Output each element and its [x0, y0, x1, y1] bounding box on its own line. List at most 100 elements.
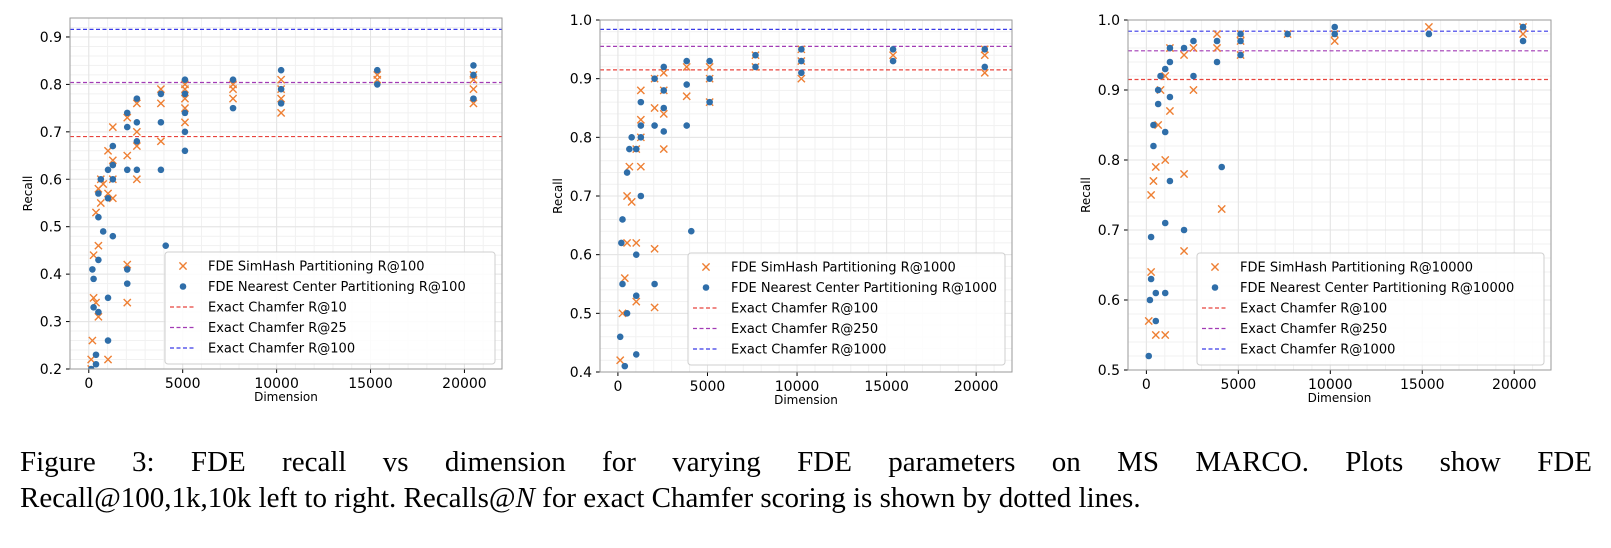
chart-panel-3: 0 5000 10000 15000 20000 0.5 0.6 0.7 0.8 0.9 1.0 Di… [1079, 13, 1552, 405]
nearest-center-point [706, 75, 713, 82]
simhash-point [108, 194, 117, 203]
data-points [1144, 22, 1528, 360]
simhash-point [88, 336, 97, 345]
simhash-point [1212, 29, 1222, 39]
simhash-point [94, 312, 103, 321]
nearest-center-point [1154, 86, 1162, 94]
simhash-point [616, 356, 625, 365]
nearest-center-point [123, 109, 131, 117]
simhash-point [659, 68, 668, 77]
nearest-center-series [87, 62, 477, 369]
nearest-center-point [1190, 37, 1197, 45]
nearest-center-point [660, 128, 668, 135]
nearest-center-point [181, 76, 189, 83]
nearest-center-point [632, 251, 640, 258]
simhash-point [650, 244, 659, 253]
simhash-point [1212, 43, 1222, 53]
nearest-center-point [123, 166, 131, 174]
simhash-point [980, 51, 989, 60]
legend-label: Exact Chamfer R@25 [208, 321, 347, 336]
simhash-point [123, 151, 132, 160]
simhash-point [277, 108, 286, 117]
legend: FDE SimHash Partitioning R@100 FDE Neares… [164, 251, 496, 365]
y-tick-label: 1.0 [1098, 13, 1120, 29]
nearest-center-point [1161, 219, 1169, 227]
y-axis-label: Recall [21, 176, 35, 212]
x-tick-label: 10000 [254, 376, 299, 392]
figure-caption: Figure 3: FDE recall vs dimension for va… [20, 444, 1592, 516]
nearest-center-series [1145, 23, 1527, 360]
simhash-point [180, 104, 190, 113]
nearest-center-point [621, 362, 629, 370]
nearest-center-point [683, 81, 690, 88]
y-tick-label: 0.7 [40, 125, 62, 141]
legend-x-marker [1210, 262, 1220, 272]
nearest-center-point [637, 122, 645, 129]
simhash-point [627, 197, 636, 206]
nearest-center-point [1331, 30, 1339, 38]
simhash-point [682, 92, 691, 101]
nearest-center-point [752, 63, 759, 71]
simhash-point [156, 85, 166, 94]
nearest-center-point [277, 100, 285, 107]
simhash-point [1161, 330, 1170, 340]
nearest-center-point [123, 280, 131, 287]
y-tick-label: 0.6 [1098, 293, 1120, 309]
y-tick-label: 0.8 [1098, 153, 1120, 169]
nearest-center-point [626, 145, 633, 153]
simhash-point [797, 74, 806, 83]
simhash-point [980, 68, 989, 77]
nearest-center-point [104, 337, 112, 344]
simhash-point [1154, 120, 1163, 130]
legend-label: Exact Chamfer R@250 [731, 322, 878, 337]
simhash-point [632, 238, 641, 248]
simhash-point [705, 62, 714, 72]
simhash-point [625, 162, 634, 171]
nearest-center-point [95, 213, 102, 221]
nearest-center-point [632, 351, 640, 358]
nearest-center-point [1152, 317, 1160, 325]
figure-charts: 0 5000 10000 15000 20000 0.2 0.3 0.4 0.5 0.6 0.7 0.… [21, 13, 1552, 407]
simhash-point [620, 274, 629, 283]
nearest-center-point [660, 87, 668, 94]
simhash-point [277, 94, 286, 103]
legend-dot-marker [702, 284, 710, 291]
nearest-center-point [1284, 30, 1291, 38]
simhash-point [1189, 43, 1198, 53]
x-tick-label: 10000 [775, 379, 820, 395]
nearest-center-point [1150, 121, 1157, 129]
nearest-center-point [1166, 93, 1174, 101]
y-tick-label: 0.5 [1098, 363, 1120, 379]
legend-label: Exact Chamfer R@1000 [1240, 343, 1395, 358]
legend-label: FDE Nearest Center Partitioning R@10000 [1240, 281, 1514, 296]
y-tick-label: 0.7 [1098, 223, 1120, 239]
nearest-center-point [651, 122, 658, 129]
nearest-center-point [89, 266, 96, 273]
legend-label: Exact Chamfer R@100 [731, 302, 878, 317]
nearest-center-point [1237, 30, 1244, 38]
x-axis-label: Dimension [774, 393, 838, 407]
simhash-point [103, 146, 113, 155]
nearest-center-point [683, 122, 690, 129]
x-tick-label: 20000 [1492, 377, 1537, 393]
simhash-point [180, 94, 190, 103]
nearest-center-point [95, 190, 102, 197]
simhash-point [132, 127, 141, 136]
nearest-center-point [619, 216, 626, 223]
simhash-point [622, 238, 632, 248]
nearest-center-point [104, 294, 112, 302]
nearest-center-point [1154, 100, 1162, 108]
chart-panel-2: 0 5000 10000 15000 20000 0.4 0.5 0.6 0.7 0.8 0.9 1.… [551, 13, 1013, 407]
legend-box [1196, 252, 1545, 366]
nearest-center-point [87, 365, 95, 369]
simhash-point [1144, 316, 1153, 326]
simhash-point [156, 99, 166, 108]
nearest-center-point [157, 166, 165, 174]
y-tick-label: 1.0 [570, 13, 592, 29]
simhash-point [180, 80, 190, 89]
nearest-center-point [1161, 65, 1169, 73]
nearest-center-point [373, 66, 381, 74]
x-tick-label: 15000 [1400, 377, 1445, 393]
simhash-point [1161, 155, 1170, 165]
simhash-point [87, 355, 96, 364]
